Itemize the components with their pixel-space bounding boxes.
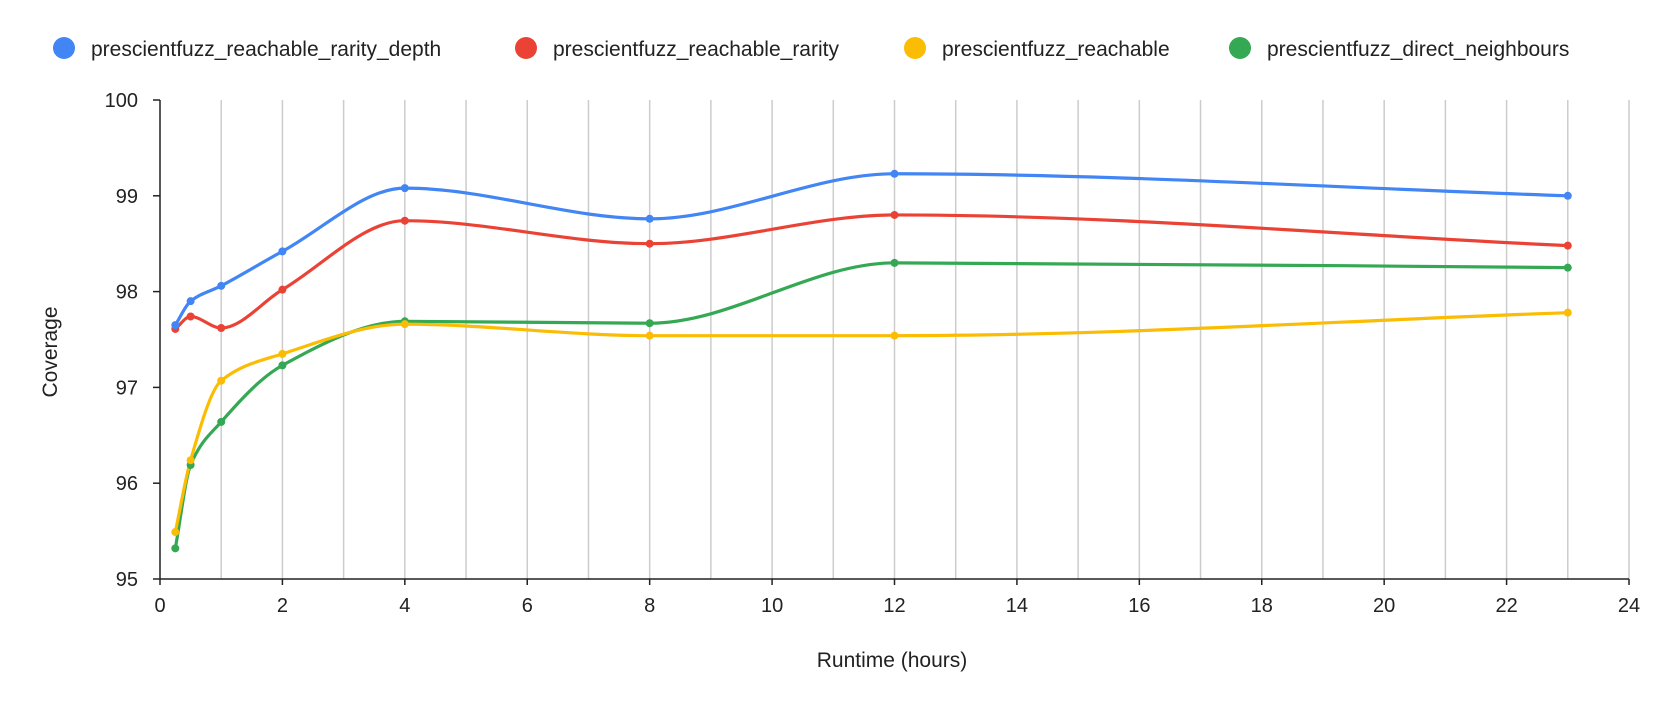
x-tick-label: 10 [761, 595, 783, 617]
data-point-prescientfuzz_reachable [1563, 308, 1572, 317]
y-tick-label: 96 [116, 473, 138, 495]
data-point-prescientfuzz_direct_neighbours [890, 258, 899, 267]
x-tick-label: 4 [399, 595, 410, 617]
series-line-prescientfuzz_reachable_rarity [173, 213, 1570, 331]
legend-item: prescientfuzz_direct_neighbours [1229, 37, 1569, 61]
series-lines [173, 172, 1570, 550]
y-tick-label: 98 [116, 282, 138, 304]
y-tick-label: 97 [116, 377, 138, 399]
y-tick-label: 100 [105, 90, 138, 112]
data-point-prescientfuzz_reachable_rarity [890, 210, 899, 219]
data-point-prescientfuzz_reachable [278, 349, 287, 358]
data-point-prescientfuzz_direct_neighbours [217, 417, 226, 426]
data-point-prescientfuzz_reachable_rarity [1563, 241, 1572, 250]
data-point-prescientfuzz_reachable_rarity [400, 216, 409, 225]
legend-marker [1229, 37, 1251, 59]
data-point-prescientfuzz_reachable_rarity_depth [1563, 191, 1572, 200]
x-axis-title: Runtime (hours) [817, 649, 968, 672]
data-point-prescientfuzz_reachable [171, 528, 180, 537]
x-tick-label: 6 [522, 595, 533, 617]
legend-label: prescientfuzz_reachable_rarity [553, 38, 839, 61]
x-axis-ticks: 0 2 4 6 8 10 12 14 16 18 20 22 24 [154, 579, 1640, 617]
data-point-prescientfuzz_reachable_rarity [645, 239, 654, 248]
legend-marker [904, 37, 926, 59]
data-point-prescientfuzz_reachable_rarity [186, 312, 195, 321]
x-tick-label: 22 [1495, 595, 1517, 617]
data-point-prescientfuzz_reachable_rarity_depth [186, 297, 195, 306]
x-tick-label: 8 [644, 595, 655, 617]
vertical-gridlines [220, 100, 1630, 579]
data-point-prescientfuzz_reachable_rarity [217, 324, 226, 333]
x-tick-label: 14 [1006, 595, 1028, 617]
data-point-prescientfuzz_reachable [645, 331, 654, 340]
data-point-prescientfuzz_direct_neighbours [1563, 263, 1572, 272]
legend-label: prescientfuzz_direct_neighbours [1267, 38, 1569, 61]
y-axis-ticks: 95 96 97 98 99 100 [105, 90, 160, 591]
legend-marker [515, 37, 537, 59]
series-line-prescientfuzz_direct_neighbours [173, 261, 1570, 550]
data-point-prescientfuzz_direct_neighbours [645, 319, 654, 328]
data-point-prescientfuzz_reachable_rarity_depth [645, 214, 654, 223]
x-tick-label: 18 [1251, 595, 1273, 617]
y-axis-title: Coverage [39, 306, 62, 397]
legend-marker [53, 37, 75, 59]
data-point-prescientfuzz_reachable_rarity [278, 285, 287, 294]
legend-label: prescientfuzz_reachable [942, 38, 1170, 61]
x-tick-label: 20 [1373, 595, 1395, 617]
data-point-prescientfuzz_reachable_rarity_depth [217, 281, 226, 290]
legend-item: prescientfuzz_reachable [904, 37, 1170, 61]
data-point-prescientfuzz_reachable [890, 331, 899, 340]
legend-item: prescientfuzz_reachable_rarity_depth [53, 37, 441, 61]
legend-label: prescientfuzz_reachable_rarity_depth [91, 38, 441, 61]
data-point-prescientfuzz_reachable [186, 456, 195, 465]
x-tick-label: 12 [883, 595, 905, 617]
series-points [171, 169, 1572, 553]
x-tick-label: 0 [154, 595, 165, 617]
x-tick-label: 16 [1128, 595, 1150, 617]
data-point-prescientfuzz_reachable_rarity_depth [171, 321, 180, 330]
y-tick-label: 99 [116, 186, 138, 208]
data-point-prescientfuzz_direct_neighbours [278, 361, 287, 370]
legend-item: prescientfuzz_reachable_rarity [515, 37, 839, 61]
data-point-prescientfuzz_reachable_rarity_depth [890, 169, 899, 178]
series-line-prescientfuzz_reachable_rarity_depth [173, 172, 1570, 327]
series-line-prescientfuzz_reachable [173, 311, 1570, 534]
data-point-prescientfuzz_direct_neighbours [171, 544, 180, 553]
x-tick-label: 2 [277, 595, 288, 617]
y-tick-label: 95 [116, 569, 138, 591]
chart-legend: prescientfuzz_reachable_rarity_depth pres… [53, 37, 1569, 61]
data-point-prescientfuzz_reachable [217, 376, 226, 385]
data-point-prescientfuzz_reachable_rarity_depth [278, 247, 287, 256]
data-point-prescientfuzz_reachable [400, 320, 409, 329]
data-point-prescientfuzz_reachable_rarity_depth [400, 184, 409, 193]
x-tick-label: 24 [1618, 595, 1640, 617]
